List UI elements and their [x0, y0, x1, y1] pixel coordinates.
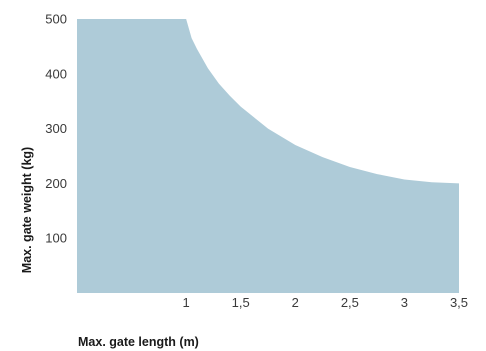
x-axis-label: Max. gate length (m)	[78, 335, 199, 349]
x-tick-label: 2,5	[341, 295, 359, 310]
y-tick-label: 500	[45, 12, 67, 27]
x-tick-label: 1	[183, 295, 190, 310]
x-tick-label: 3,5	[450, 295, 468, 310]
y-tick-label: 300	[45, 121, 67, 136]
y-tick-label: 400	[45, 66, 67, 81]
y-axis-label: Max. gate weight (kg)	[20, 147, 34, 273]
y-tick-label: 100	[45, 231, 67, 246]
x-axis-ticks: 1 1,5 2 2,5 3 3,5	[183, 295, 469, 310]
capacity-area	[77, 19, 459, 293]
y-tick-label: 200	[45, 176, 67, 191]
y-axis-ticks: 100 200 300 400 500	[45, 12, 67, 246]
x-tick-label: 1,5	[232, 295, 250, 310]
x-tick-label: 3	[401, 295, 408, 310]
x-tick-label: 2	[292, 295, 299, 310]
